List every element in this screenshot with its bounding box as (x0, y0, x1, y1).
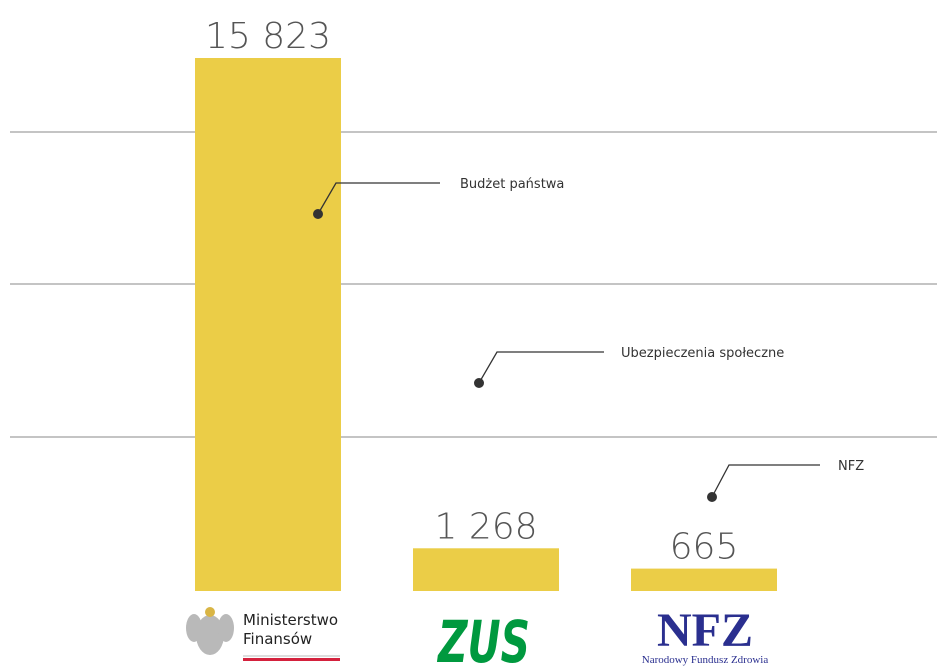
logo-caption: Narodowy Fundusz Zdrowia (642, 654, 769, 666)
dot (313, 209, 323, 219)
annotation: Ubezpieczenia społeczne (621, 346, 784, 361)
value-label: 1 268 (434, 506, 537, 547)
logo-text: Ministerstwo (243, 611, 338, 629)
logo-stripe (243, 655, 340, 657)
bar (413, 548, 559, 591)
leader (317, 182, 440, 215)
dot (707, 492, 717, 502)
logo-text: NFZ (657, 604, 753, 657)
leader (711, 464, 820, 498)
logo-stripe (243, 658, 340, 661)
dots (313, 209, 717, 502)
bar (195, 58, 341, 591)
mf-eagle (186, 607, 234, 655)
annotation: NFZ (838, 459, 864, 474)
leader (478, 351, 604, 384)
logo-text: ZUS (437, 608, 530, 666)
annotation: Budżet państwa (460, 177, 564, 192)
bar (631, 568, 777, 591)
value-label: 15 823 (205, 16, 331, 57)
logo-text: Finansów (243, 630, 312, 648)
dot (474, 378, 484, 388)
value-label: 665 (670, 527, 739, 568)
leaders (317, 182, 820, 498)
